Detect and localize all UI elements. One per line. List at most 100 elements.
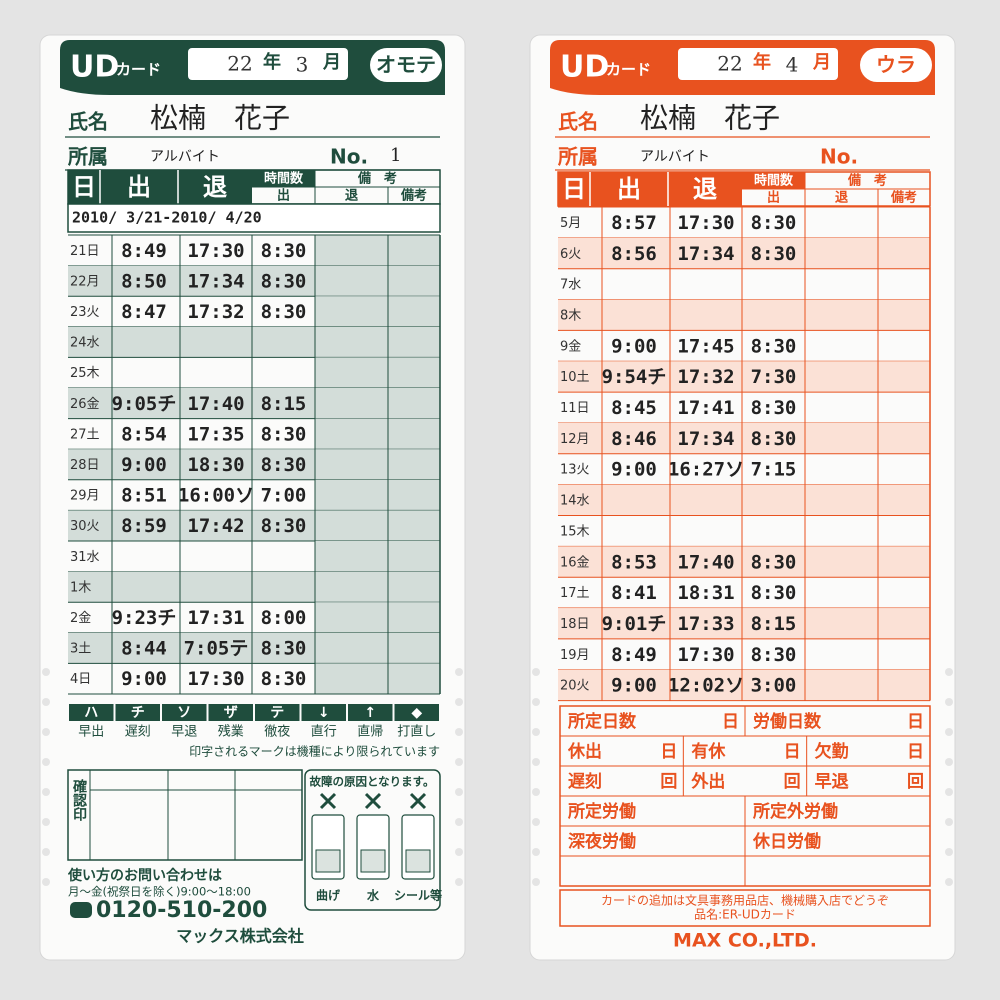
punch-hole bbox=[945, 818, 953, 826]
mark-key bbox=[115, 704, 160, 721]
time-in: 9:05チ bbox=[112, 393, 177, 415]
row-shade bbox=[315, 296, 440, 327]
time-out: 17:45 bbox=[677, 335, 734, 357]
day: 18日 bbox=[560, 617, 590, 632]
time-out: 17:34 bbox=[677, 428, 734, 450]
day: 10土 bbox=[560, 370, 590, 385]
time-in: 8:49 bbox=[611, 644, 657, 666]
punch-hole bbox=[945, 758, 953, 766]
time-out: 17:32 bbox=[187, 301, 244, 323]
header-cell bbox=[742, 172, 805, 189]
day: 8木 bbox=[560, 308, 581, 323]
time-in: 8:57 bbox=[611, 212, 657, 234]
day: 17土 bbox=[560, 586, 590, 601]
hours: 3:00 bbox=[751, 675, 797, 697]
mark-symbol: ◆ bbox=[411, 705, 422, 721]
mark-label: 直帰 bbox=[357, 724, 383, 740]
time-in: 8:50 bbox=[121, 270, 167, 292]
column-header: 時間数 bbox=[754, 173, 794, 189]
day: 25木 bbox=[70, 366, 100, 381]
hours: 8:30 bbox=[751, 551, 797, 573]
mark-symbol: ↑ bbox=[364, 705, 376, 721]
day: 30火 bbox=[70, 519, 100, 534]
summary-unit: 日 bbox=[784, 742, 801, 762]
summary-unit: 日 bbox=[722, 712, 739, 732]
day: 15木 bbox=[560, 524, 590, 539]
time-out: 17:41 bbox=[677, 397, 734, 419]
time-out: 17:30 bbox=[677, 212, 734, 234]
day: 14水 bbox=[560, 494, 590, 509]
date-box bbox=[188, 48, 348, 80]
time-in: 8:51 bbox=[121, 485, 167, 507]
day: 11日 bbox=[560, 401, 590, 416]
time-out: 17:30 bbox=[187, 240, 244, 262]
column-header: 日 bbox=[562, 175, 586, 203]
mark-label: 直行 bbox=[311, 724, 337, 740]
hours: 8:30 bbox=[751, 644, 797, 666]
brand-suffix: カード bbox=[116, 61, 161, 79]
dept: アルバイト bbox=[640, 149, 710, 165]
brand-suffix: カード bbox=[606, 61, 651, 79]
day: 7水 bbox=[560, 278, 581, 293]
summary-label: 深夜労働 bbox=[568, 831, 636, 852]
row-shade bbox=[315, 602, 440, 633]
punch-hole bbox=[945, 878, 953, 886]
punch-hole bbox=[945, 698, 953, 706]
day: 23火 bbox=[70, 305, 100, 320]
punch-hole bbox=[945, 848, 953, 856]
punch-hole bbox=[455, 668, 463, 676]
side: ウラ bbox=[876, 53, 916, 77]
time-out: 17:31 bbox=[187, 607, 244, 629]
footer-line: 品名:ER-UDカード bbox=[694, 907, 796, 922]
mark-label: 打直し bbox=[397, 724, 436, 740]
time-in: 9:23チ bbox=[112, 607, 177, 629]
time-in: 8:47 bbox=[121, 301, 167, 323]
mark-key bbox=[394, 704, 439, 721]
side: オモテ bbox=[376, 53, 436, 77]
day: 29月 bbox=[70, 489, 100, 504]
month: 4 bbox=[786, 53, 799, 77]
phone-icon bbox=[70, 902, 92, 918]
summary-label: 欠勤 bbox=[815, 741, 849, 762]
punch-hole bbox=[532, 788, 540, 796]
summary-label: 所定外労働 bbox=[752, 801, 838, 822]
column-header: 退 bbox=[693, 175, 717, 203]
caution-item: 水 bbox=[366, 888, 380, 903]
time-out: 16:27ソ bbox=[668, 459, 744, 481]
punch-hole bbox=[42, 668, 50, 676]
punch-hole bbox=[42, 698, 50, 706]
time-out: 7:05テ bbox=[184, 638, 249, 660]
time-in: 8:49 bbox=[121, 240, 167, 262]
time-out: 17:34 bbox=[677, 243, 734, 265]
punch-hole bbox=[455, 848, 463, 856]
punch-hole bbox=[455, 728, 463, 736]
day: 19月 bbox=[560, 648, 590, 663]
row-shade bbox=[315, 663, 440, 694]
day: 4日 bbox=[70, 672, 91, 687]
row-shade bbox=[315, 357, 440, 388]
month-unit: 月 bbox=[812, 52, 831, 73]
punch-hole bbox=[42, 728, 50, 736]
hours: 8:30 bbox=[261, 423, 307, 445]
maker: MAX CO.,LTD. bbox=[673, 930, 817, 952]
brand: UD bbox=[560, 50, 609, 85]
mark-symbol: ハ bbox=[84, 705, 98, 721]
time-out: 18:30 bbox=[187, 454, 244, 476]
hours: 8:30 bbox=[751, 428, 797, 450]
time-in: 8:44 bbox=[121, 638, 167, 660]
contact-phone: 0120-510-200 bbox=[96, 898, 267, 923]
punch-hole bbox=[532, 878, 540, 886]
caution-item: 曲げ bbox=[316, 888, 341, 903]
summary-label: 休日労働 bbox=[752, 831, 821, 852]
mark-key bbox=[255, 704, 300, 721]
name-label: 氏名 bbox=[68, 110, 108, 134]
punch-hole bbox=[532, 698, 540, 706]
time-out: 17:35 bbox=[187, 423, 244, 445]
row-shade bbox=[68, 571, 440, 603]
hours: 8:15 bbox=[751, 613, 797, 635]
time-out: 12:02ソ bbox=[668, 675, 744, 697]
year-unit: 年 bbox=[753, 51, 771, 73]
time-out: 17:34 bbox=[187, 270, 244, 292]
hours: 8:30 bbox=[261, 301, 307, 323]
time-in: 8:54 bbox=[121, 423, 167, 445]
